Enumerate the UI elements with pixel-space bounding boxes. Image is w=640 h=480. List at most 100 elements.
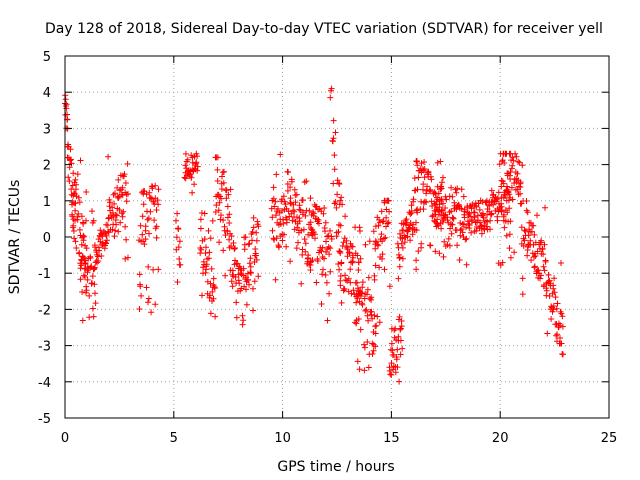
data-point [398,323,405,330]
data-point [198,246,205,253]
data-point [83,245,90,252]
data-point [399,345,406,352]
data-point [458,186,465,193]
data-point [370,347,377,354]
data-point [454,185,461,192]
data-point [432,201,439,208]
data-point [202,250,209,257]
data-point [250,307,256,314]
data-point [397,326,404,333]
data-point [338,194,345,201]
data-point [272,276,279,283]
data-point [503,232,510,239]
data-point [319,244,326,251]
data-point [209,288,216,295]
data-point [322,272,329,278]
x-tick-label: 15 [383,431,400,446]
data-point [386,367,393,374]
data-point [447,225,454,232]
data-point [215,207,222,214]
data-point [424,183,431,190]
data-point [443,196,450,203]
data-point [372,323,379,330]
y-axis-label: SDTVAR / TECUs [7,180,23,295]
data-point [383,214,390,221]
data-point [230,240,237,246]
data-point [72,207,79,214]
data-point [214,154,221,161]
data-point [372,330,379,337]
data-point [176,256,183,262]
data-point [292,199,299,206]
data-point [330,135,337,142]
data-point [418,244,425,251]
data-point [365,274,372,281]
data-point [414,209,421,216]
data-point [226,220,233,226]
data-point [397,351,404,358]
data-point [384,220,391,227]
data-point [320,266,326,273]
data-point [332,129,339,136]
data-point [478,230,485,237]
data-point [550,285,557,292]
data-point [543,287,550,294]
data-point [68,186,75,193]
data-point [229,283,236,290]
data-point [500,180,507,187]
data-point [97,227,104,234]
data-point [281,231,287,238]
data-point [212,313,219,320]
data-point [302,240,309,247]
data-point [272,198,279,205]
data-point [330,180,337,187]
data-point [354,279,360,286]
data-point [298,280,305,287]
data-point [517,179,524,186]
data-point [70,222,77,229]
data-point [89,305,96,312]
data-point [246,240,253,247]
data-point [115,195,122,201]
data-point [105,215,112,222]
data-point [415,174,422,181]
data-point [380,218,387,225]
data-point [177,261,184,268]
data-point [224,214,231,221]
data-point [75,194,82,201]
data-point [145,215,152,222]
data-point [92,290,98,297]
data-point [289,217,296,224]
data-point [152,301,159,308]
data-point [321,205,328,211]
data-point [72,200,79,207]
data-point [80,232,87,239]
data-point [304,255,311,262]
data-point [296,218,303,225]
data-point [287,184,294,191]
data-point [434,159,441,166]
data-point [284,187,291,194]
data-point [284,181,291,187]
data-point [413,227,420,234]
data-point [214,166,221,173]
data-point [362,241,369,248]
data-point [279,237,286,244]
data-point [194,153,201,160]
data-point [333,204,340,211]
data-point [498,208,505,215]
data-point [73,245,80,251]
data-point [369,351,376,357]
data-point [176,238,183,245]
data-point [395,275,402,282]
data-point [540,251,547,258]
data-point [137,283,144,290]
x-tick-label: 25 [601,431,618,446]
data-point [184,156,191,163]
data-point [145,263,152,270]
data-point [449,221,456,228]
data-point [388,340,395,347]
data-point [201,236,208,243]
data-point [327,245,334,252]
data-point [232,257,238,264]
